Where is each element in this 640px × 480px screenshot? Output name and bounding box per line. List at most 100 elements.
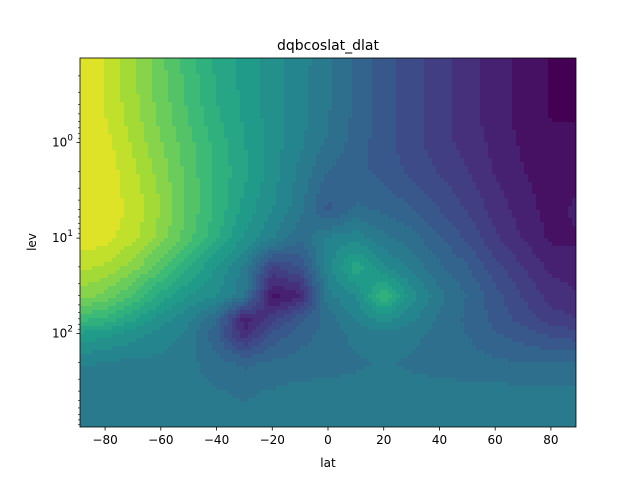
heatmap-cell <box>308 142 313 147</box>
heatmap-cell <box>260 166 265 171</box>
heatmap-cell <box>192 218 197 223</box>
heatmap-cell <box>348 122 353 127</box>
heatmap-cell <box>568 74 573 79</box>
heatmap-cell <box>496 202 501 207</box>
heatmap-cell <box>128 162 133 167</box>
heatmap-cell <box>384 178 389 183</box>
heatmap-cell <box>308 118 313 123</box>
heatmap-cell <box>160 166 165 171</box>
heatmap-cell <box>152 154 157 159</box>
heatmap-cell <box>216 110 221 115</box>
heatmap-cell <box>468 162 473 167</box>
heatmap-cell <box>160 94 165 99</box>
heatmap-cell <box>364 190 369 195</box>
heatmap-cell <box>508 90 513 95</box>
heatmap-cell <box>480 202 485 207</box>
heatmap-cell <box>572 126 576 131</box>
heatmap-cell <box>148 178 153 183</box>
heatmap-cell <box>192 154 197 159</box>
heatmap-cell <box>124 142 129 147</box>
heatmap-cell <box>344 186 349 191</box>
heatmap-cell <box>224 82 229 87</box>
heatmap-cell <box>216 166 221 171</box>
heatmap-cell <box>148 154 153 159</box>
heatmap-cell <box>268 70 273 75</box>
heatmap-cell <box>244 74 249 79</box>
heatmap-cell <box>88 122 93 127</box>
heatmap-cell <box>404 110 409 115</box>
heatmap-cell <box>128 218 133 223</box>
heatmap-cell <box>368 174 373 179</box>
heatmap-cell <box>236 174 241 179</box>
heatmap-cell <box>496 122 501 127</box>
heatmap-cell <box>100 194 105 199</box>
heatmap-cell <box>464 186 469 191</box>
heatmap-cell <box>556 70 561 75</box>
heatmap-cell <box>460 122 465 127</box>
heatmap-cell <box>284 150 289 155</box>
heatmap-cell <box>480 58 485 63</box>
heatmap-cell <box>436 106 441 111</box>
heatmap-cell <box>392 202 397 207</box>
heatmap-cell <box>560 194 565 199</box>
heatmap-cell <box>216 126 221 131</box>
heatmap-cell <box>220 130 225 135</box>
heatmap-cell <box>248 82 253 87</box>
heatmap-cell <box>488 138 493 143</box>
heatmap-cell <box>92 214 97 219</box>
heatmap-cell <box>532 146 537 151</box>
heatmap-cell <box>156 74 161 79</box>
heatmap-cell <box>448 150 453 155</box>
heatmap-cell <box>276 198 281 203</box>
heatmap-cell <box>368 138 373 143</box>
heatmap-cell <box>140 126 145 131</box>
heatmap-cell <box>272 206 277 211</box>
heatmap-cell <box>260 106 265 111</box>
heatmap-cell <box>236 62 241 67</box>
heatmap-cell <box>408 198 413 203</box>
heatmap-cell <box>172 62 177 67</box>
heatmap-cell <box>344 126 349 131</box>
heatmap-cell <box>96 130 101 135</box>
heatmap-cell <box>276 66 281 71</box>
heatmap-cell <box>536 186 541 191</box>
heatmap-cell <box>324 62 329 67</box>
heatmap-cell <box>88 190 93 195</box>
heatmap-cell <box>348 142 353 147</box>
heatmap-cell <box>480 206 485 211</box>
heatmap-cell <box>224 166 229 171</box>
heatmap-cell <box>88 174 93 179</box>
heatmap-cell <box>120 166 125 171</box>
heatmap-cell <box>92 198 97 203</box>
heatmap-cell <box>388 202 393 207</box>
heatmap-cell <box>292 194 297 199</box>
heatmap-cell <box>472 106 477 111</box>
heatmap-cell <box>204 150 209 155</box>
heatmap-cell <box>256 202 261 207</box>
heatmap-cell <box>352 118 357 123</box>
heatmap-cell <box>472 126 477 131</box>
heatmap-cell <box>164 62 169 67</box>
heatmap-cell <box>364 162 369 167</box>
heatmap-cell <box>188 130 193 135</box>
heatmap-cell <box>88 78 93 83</box>
heatmap-cell <box>380 162 385 167</box>
heatmap-cell <box>352 66 357 71</box>
heatmap-cell <box>544 202 549 207</box>
heatmap-cell <box>460 62 465 67</box>
heatmap-cell <box>544 146 549 151</box>
heatmap-cell <box>424 90 429 95</box>
heatmap-cell <box>528 126 533 131</box>
heatmap-cell <box>464 126 469 131</box>
heatmap-cell <box>216 122 221 127</box>
heatmap-cell <box>168 146 173 151</box>
heatmap-cell <box>104 150 109 155</box>
heatmap-cell <box>380 98 385 103</box>
heatmap-cell <box>284 62 289 67</box>
heatmap-cell <box>400 62 405 67</box>
heatmap-cell <box>292 190 297 195</box>
heatmap-cell <box>104 146 109 151</box>
heatmap-cell <box>176 162 181 167</box>
heatmap-cell <box>348 214 353 219</box>
heatmap-cell <box>364 74 369 79</box>
